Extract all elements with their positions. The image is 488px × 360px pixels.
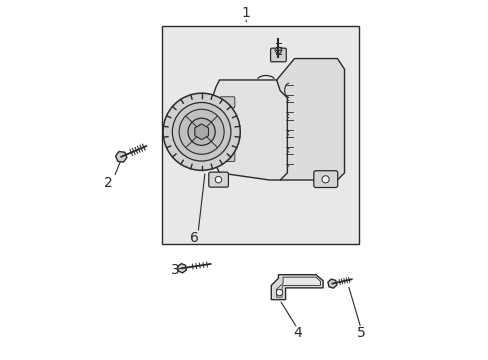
Polygon shape — [212, 80, 287, 180]
Text: 4: 4 — [292, 326, 301, 340]
FancyBboxPatch shape — [313, 171, 337, 188]
FancyBboxPatch shape — [220, 150, 234, 161]
FancyBboxPatch shape — [220, 132, 234, 144]
Text: 5: 5 — [356, 326, 365, 340]
Polygon shape — [177, 264, 186, 273]
Polygon shape — [271, 275, 323, 300]
Polygon shape — [269, 59, 344, 180]
FancyBboxPatch shape — [270, 48, 285, 62]
Circle shape — [215, 176, 221, 183]
FancyBboxPatch shape — [220, 114, 234, 126]
Text: 2: 2 — [104, 176, 113, 189]
Bar — [162, 26, 358, 244]
Polygon shape — [327, 279, 336, 288]
Circle shape — [172, 103, 230, 161]
Polygon shape — [276, 277, 320, 297]
Text: 6: 6 — [190, 231, 199, 245]
Circle shape — [276, 289, 282, 296]
Text: 3: 3 — [170, 264, 179, 277]
Circle shape — [188, 118, 215, 145]
Circle shape — [322, 176, 328, 183]
Polygon shape — [194, 124, 208, 140]
Polygon shape — [115, 152, 127, 162]
FancyBboxPatch shape — [220, 97, 234, 108]
Polygon shape — [274, 47, 282, 53]
Text: 1: 1 — [242, 6, 250, 20]
Circle shape — [179, 109, 224, 154]
FancyBboxPatch shape — [208, 172, 228, 187]
Circle shape — [163, 93, 240, 170]
